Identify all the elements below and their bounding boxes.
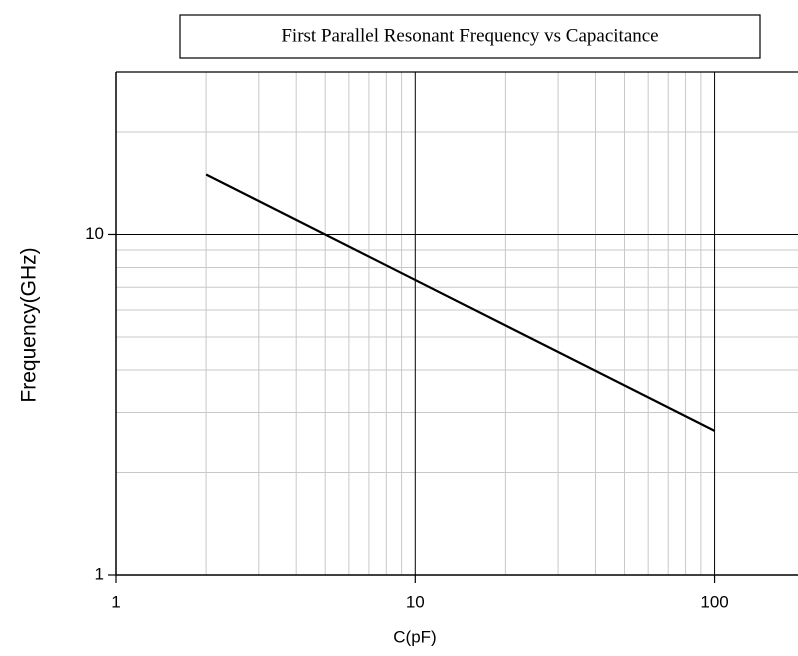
y-tick-label: 1 [95,564,104,583]
x-tick-label: 10 [406,592,425,611]
chart-title: First Parallel Resonant Frequency vs Cap… [281,25,658,46]
x-tick-label: 1 [111,592,120,611]
title-box [179,14,761,59]
x-axis-label: C(pF) [393,627,436,646]
y-tick-label: 10 [85,224,104,243]
x-tick-label: 100 [700,592,728,611]
y-axis-label: Frequency(GHz) [18,247,41,402]
data-line [205,173,716,432]
